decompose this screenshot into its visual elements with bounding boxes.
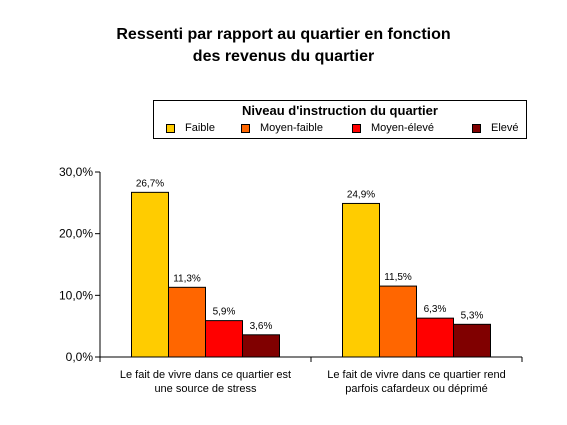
legend-swatch-moyen-eleve <box>352 124 361 133</box>
bar <box>342 202 380 358</box>
legend: Niveau d'instruction du quartier Faible … <box>153 100 527 139</box>
data-label: 26,7% <box>136 178 164 189</box>
x-tick-label: une source de stress <box>154 383 257 395</box>
legend-label-moyen-faible: Moyen-faible <box>260 122 323 134</box>
legend-title: Niveau d'instruction du quartier <box>242 103 438 118</box>
bar <box>242 334 280 358</box>
x-tick-label: Le fait de vivre dans ce quartier est <box>120 369 291 381</box>
data-label: 5,9% <box>213 307 236 318</box>
legend-swatch-eleve <box>472 124 481 133</box>
chart-title: Ressenti par rapport au quartier en fonc… <box>40 24 527 68</box>
y-tick-label: 10,0% <box>59 288 93 302</box>
data-label: 11,5% <box>384 272 412 283</box>
bar <box>453 323 491 358</box>
bar <box>131 191 169 358</box>
chart-title-line-2: des revenus du quartier <box>192 48 375 65</box>
legend-label-faible: Faible <box>185 122 215 134</box>
y-tick-label: 0,0% <box>66 350 94 364</box>
legend-swatch-moyen-faible <box>241 124 250 133</box>
bar <box>168 286 206 358</box>
x-tick-label: Le fait de vivre dans ce quartier rend <box>327 369 506 381</box>
x-tick-label: parfois cafardeux ou déprimé <box>345 383 487 395</box>
legend-label-eleve: Elevé <box>491 122 519 134</box>
data-label: 11,3% <box>173 273 201 284</box>
data-label: 24,9% <box>347 189 375 200</box>
data-label: 3,6% <box>250 321 273 332</box>
chart-title-line-1: Ressenti par rapport au quartier en fonc… <box>116 26 451 43</box>
data-label: 6,3% <box>424 304 447 315</box>
legend-label-moyen-eleve: Moyen-élevé <box>371 122 434 134</box>
legend-swatch-faible <box>166 124 175 133</box>
bar <box>205 320 243 358</box>
y-tick-label: 30,0% <box>59 165 93 179</box>
bar <box>416 317 454 358</box>
y-tick-label: 20,0% <box>59 227 93 241</box>
bar <box>379 285 417 358</box>
data-label: 5,3% <box>461 310 484 321</box>
